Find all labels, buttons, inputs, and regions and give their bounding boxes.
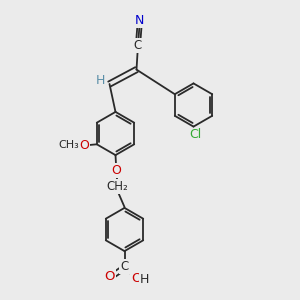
Text: H: H xyxy=(96,74,105,87)
Text: Cl: Cl xyxy=(189,128,201,142)
Text: O: O xyxy=(131,272,141,285)
Text: O: O xyxy=(104,270,115,283)
Text: H: H xyxy=(140,273,149,286)
Text: O: O xyxy=(111,164,121,177)
Text: N: N xyxy=(135,14,144,27)
Text: CH₃: CH₃ xyxy=(58,140,79,150)
Text: O: O xyxy=(79,139,89,152)
Text: C: C xyxy=(120,260,129,273)
Text: CH₂: CH₂ xyxy=(107,180,128,193)
Text: C: C xyxy=(134,39,142,52)
